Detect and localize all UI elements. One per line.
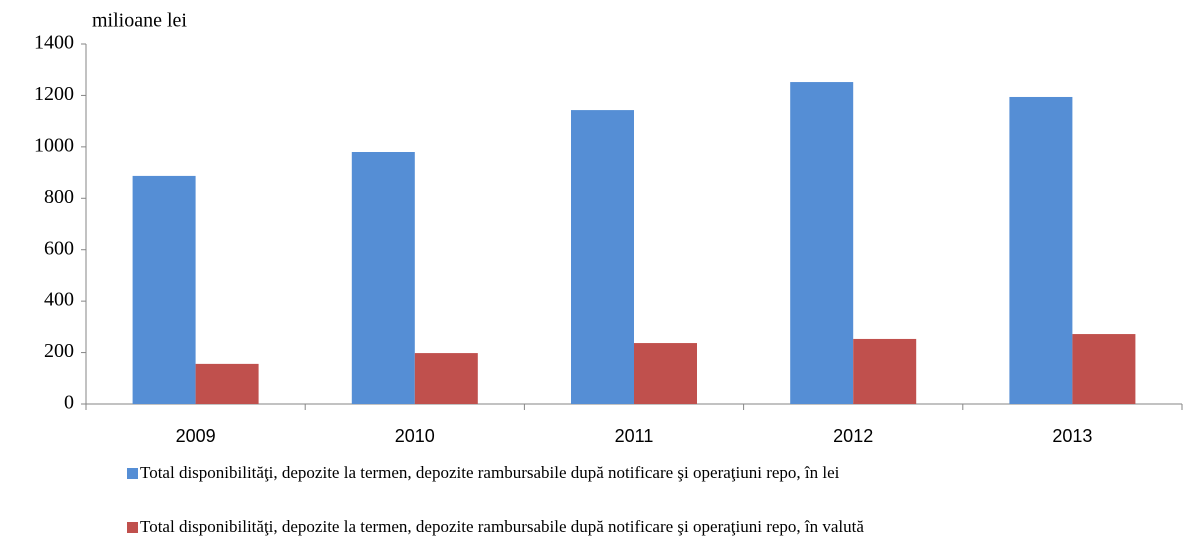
bar [195, 363, 259, 404]
y-tick-label: 1200 [34, 83, 74, 105]
x-tick-label: 2012 [833, 426, 873, 446]
y-axis-label: milioane lei [92, 10, 187, 32]
bar [1009, 96, 1073, 404]
x-tick-label: 2010 [395, 426, 435, 446]
x-tick-label: 2011 [615, 426, 654, 446]
y-tick-label: 0 [64, 392, 74, 414]
y-tick-label: 1400 [34, 32, 74, 54]
legend-label: Total disponibilităţi, depozite la terme… [140, 517, 864, 536]
legend-label: Total disponibilităţi, depozite la terme… [140, 463, 840, 482]
y-tick-label: 600 [44, 237, 74, 259]
bar [1072, 334, 1136, 404]
legend-swatch [127, 468, 138, 479]
bar [132, 175, 196, 404]
y-tick-label: 800 [44, 186, 74, 208]
bar [351, 152, 415, 404]
bar [790, 82, 854, 405]
bar [571, 110, 634, 404]
bar [853, 338, 917, 404]
legend-swatch [127, 522, 138, 533]
bar [634, 343, 697, 404]
x-tick-label: 2009 [176, 426, 216, 446]
y-tick-label: 200 [44, 340, 74, 362]
y-tick-label: 400 [44, 289, 74, 311]
y-tick-label: 1000 [34, 134, 74, 156]
bar [414, 353, 478, 404]
x-tick-label: 2013 [1052, 426, 1092, 446]
